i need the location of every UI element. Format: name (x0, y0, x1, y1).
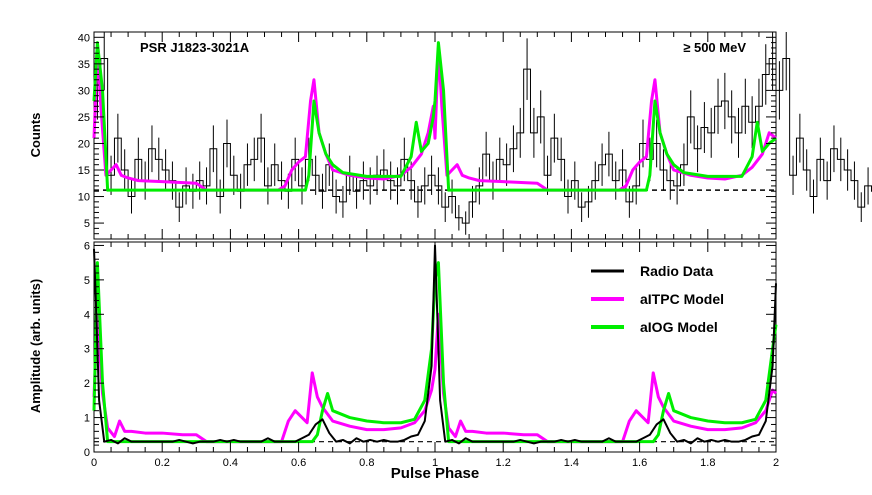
top-ytick-label: 10 (78, 192, 90, 204)
top-ytick-label: 30 (78, 85, 90, 97)
bottom-xtick-label: 1.2 (496, 457, 511, 469)
bottom-x-axis-title: Pulse Phase (391, 465, 479, 482)
bottom-x-axis-ticks: 0 0.2 0.4 0.6 0.8 1 1.2 1.4 1.6 1.8 2 (91, 242, 779, 469)
legend-label-radio: Radio Data (640, 263, 713, 279)
top-model-curves (92, 41, 777, 192)
bottom-ytick-label: 6 (84, 240, 90, 252)
bottom-panel-amplitude: 0 1 2 3 4 5 6 0 0.2 0.4 0.6 0.8 1 1.2 1.4 1.6 1.8 2 Puls… (28, 240, 779, 482)
bottom-ytick-label: 5 (84, 275, 90, 287)
bottom-xtick-label: 0 (91, 457, 97, 469)
bottom-xtick-label: 1 (432, 457, 438, 469)
top-aiog-model-line (92, 41, 777, 192)
bottom-xtick-label: 0.4 (223, 457, 238, 469)
legend-label-altpc: aITPC Model (640, 291, 724, 307)
top-ytick-label: 25 (78, 112, 90, 124)
bottom-ytick-label: 1 (84, 413, 90, 425)
top-annotation-source: PSR J1823-3021A (140, 40, 250, 55)
bottom-aitpc-model-line (92, 312, 778, 444)
bottom-y-axis-ticks: 0 1 2 3 4 5 6 (84, 240, 776, 459)
bottom-xtick-label: 0.8 (359, 457, 374, 469)
bottom-xtick-label: 1.6 (632, 457, 647, 469)
top-x-axis-ticks (93, 32, 777, 239)
top-annotation-energy: ≥ 500 MeV (683, 40, 746, 55)
top-ytick-label: 15 (78, 165, 90, 177)
bottom-xtick-label: 2 (773, 457, 779, 469)
bottom-y-axis-title: Amplitude (arb. units) (28, 279, 43, 413)
legend: Radio Data aITPC Model aIOG Model (591, 263, 724, 335)
top-ytick-label: 35 (78, 59, 90, 71)
legend-entry-aog: aIOG Model (591, 319, 718, 335)
top-ytick-label: 20 (78, 138, 90, 150)
legend-label-aog: aIOG Model (640, 319, 718, 335)
bottom-xtick-label: 0.2 (155, 457, 170, 469)
top-panel-counts: 5 10 15 20 25 30 35 40 PSR J1823-3021A ≥ 500 Me… (28, 31, 872, 240)
bottom-ytick-label: 3 (84, 344, 90, 356)
bottom-xtick-label: 1.4 (564, 457, 579, 469)
bottom-xtick-label: 0.6 (291, 457, 306, 469)
top-y-axis-ticks: 5 10 15 20 25 30 35 40 (78, 31, 776, 235)
top-y-axis-title: Counts (28, 113, 43, 158)
top-aitpc-model-line (92, 46, 777, 192)
top-ytick-label: 40 (78, 32, 90, 44)
bottom-ytick-label: 2 (84, 378, 90, 390)
legend-entry-radio: Radio Data (591, 263, 713, 279)
top-ytick-label: 5 (84, 218, 90, 230)
bottom-xtick-label: 1.8 (700, 457, 715, 469)
bottom-ytick-label: 4 (84, 309, 90, 321)
bottom-ytick-label: 0 (84, 447, 90, 459)
legend-entry-altpc: aITPC Model (591, 291, 724, 307)
